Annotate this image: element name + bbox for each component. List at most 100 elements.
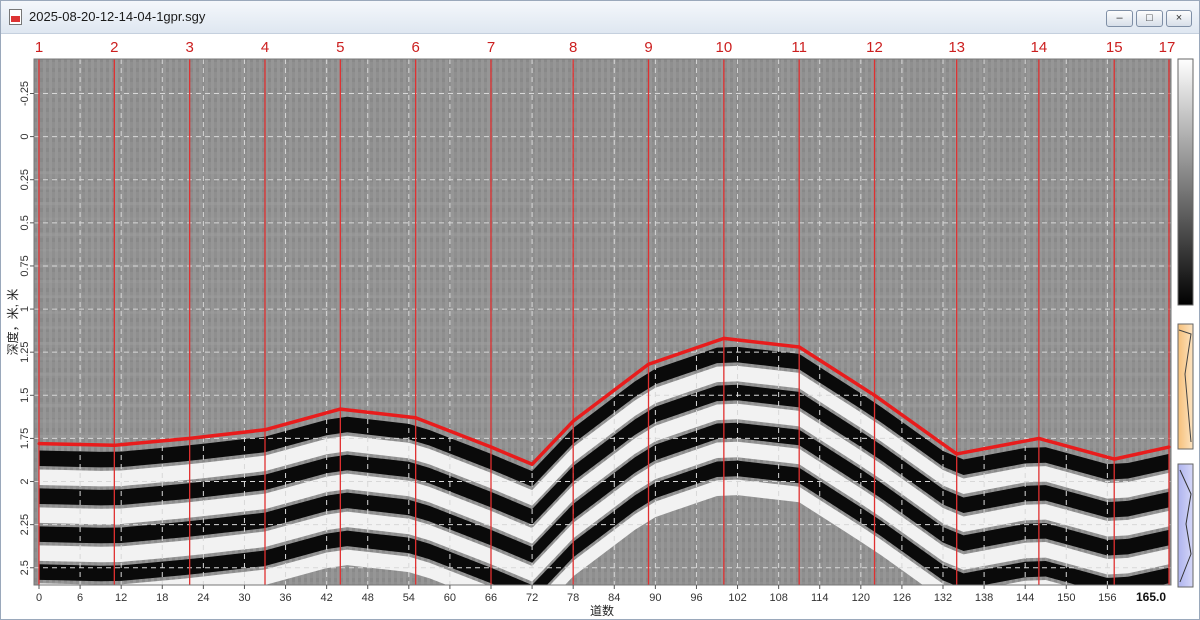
texture-streak: [34, 372, 1171, 376]
x-tick-label: 96: [690, 592, 702, 604]
y-tick-label: 0.25: [19, 169, 31, 190]
reflection-band: [39, 365, 1169, 506]
marker-label: 11: [791, 39, 807, 56]
x-axis-label: 道数: [590, 603, 614, 618]
x-tick-label: 150: [1057, 592, 1075, 604]
texture-streak: [34, 357, 1171, 361]
colorbar-panel[interactable]: [1177, 58, 1194, 588]
marker-label: 6: [411, 39, 419, 56]
marker-label: 10: [716, 39, 733, 56]
maximize-icon: □: [1146, 12, 1153, 24]
marker-label: 17: [1159, 39, 1176, 56]
y-tick-label: 1.25: [19, 341, 31, 362]
radargram-plot[interactable]: 1 2 3 4 5 6 7 8 9 10 11 12 13 14 15 17 -0.2500.250.50.7…: [1, 34, 1199, 620]
title-bar[interactable]: 2025-08-20-12-14-04-1gpr.sgy – □ ×: [1, 1, 1199, 34]
marker-label: 15: [1106, 39, 1123, 56]
reflection-band: [39, 422, 1169, 563]
marker-label: 13: [948, 39, 965, 56]
marker-label: 4: [261, 39, 269, 56]
trace-markers: 1 2 3 4 5 6 7 8 9 10 11 12 13 14 15 17: [35, 39, 1176, 585]
interface-point: [530, 462, 534, 466]
x-end-label: 165.0: [1136, 590, 1166, 604]
interface-point: [112, 443, 116, 447]
interface-point: [37, 442, 41, 446]
interface-point: [1112, 457, 1116, 461]
window-title: 2025-08-20-12-14-04-1gpr.sgy: [29, 9, 206, 24]
marker-label: 9: [644, 39, 652, 56]
grayscale-colorbar[interactable]: [1177, 58, 1194, 306]
x-tick-label: 114: [811, 592, 829, 604]
maximize-button[interactable]: □: [1136, 10, 1163, 27]
x-tick-label: 66: [485, 592, 497, 604]
x-tick-label: 120: [852, 592, 870, 604]
close-button[interactable]: ×: [1166, 10, 1192, 27]
x-tick-label: 72: [526, 592, 538, 604]
x-tick-label: 54: [403, 592, 415, 604]
texture-streak: [34, 403, 1171, 407]
marker-label: 12: [866, 39, 883, 56]
x-tick-label: 108: [769, 592, 787, 604]
gain-colorbar[interactable]: [1177, 463, 1194, 588]
close-icon: ×: [1175, 12, 1183, 24]
reflection-band: [39, 384, 1169, 525]
texture-streak: [34, 202, 1171, 206]
x-tick-label: 126: [893, 592, 911, 604]
x-tick-label: 132: [934, 592, 952, 604]
y-axis-label: 深度，米, 米: [5, 289, 20, 356]
interface-point: [955, 452, 959, 456]
amplitude-colorbar[interactable]: [1177, 323, 1194, 450]
x-tick-label: 102: [728, 592, 746, 604]
texture-streak: [34, 279, 1171, 283]
marker-label: 7: [487, 39, 495, 56]
x-tick-label: 24: [197, 592, 209, 604]
marker-label: 1: [35, 39, 43, 56]
reflection-bands: [39, 346, 1169, 585]
y-tick-label: -0.25: [19, 81, 31, 106]
x-tick-label: 6: [77, 592, 83, 604]
interface-point: [1167, 445, 1171, 449]
x-tick-label: 78: [567, 592, 579, 604]
interface-point: [873, 393, 877, 397]
grid: [34, 59, 1171, 585]
texture-streak: [34, 310, 1171, 314]
interface-series: [37, 336, 1171, 467]
texture-streak: [34, 186, 1171, 190]
interface-point: [414, 416, 418, 420]
x-tick-label: 84: [608, 592, 620, 604]
x-tick-label: 30: [238, 592, 250, 604]
texture-streak: [34, 341, 1171, 345]
reflection-band: [39, 403, 1169, 544]
marker-label: 3: [185, 39, 193, 56]
reflection-band: [39, 479, 1064, 585]
y-tick-label: 1.5: [19, 388, 31, 403]
reflection-band: [39, 460, 1169, 585]
marker-label: 2: [110, 39, 118, 56]
x-axis: 0 6 12 18 24 30 36 42 48 54 60 66 72 78 84 90 96 102 108 11…: [36, 585, 1166, 604]
x-tick-label: 60: [444, 592, 456, 604]
x-tick-label: 0: [36, 592, 42, 604]
y-tick-label: 0: [19, 134, 31, 140]
y-tick-label: 1: [19, 306, 31, 312]
texture-streak: [34, 326, 1171, 330]
x-tick-label: 90: [649, 592, 661, 604]
texture-streak: [34, 248, 1171, 252]
y-tick-label: 0.75: [19, 255, 31, 276]
minimize-button[interactable]: –: [1106, 10, 1133, 27]
y-tick-label: 2: [19, 478, 31, 484]
x-tick-label: 12: [115, 592, 127, 604]
x-tick-label: 42: [321, 592, 333, 604]
marker-label: 5: [336, 39, 344, 56]
y-tick-label: 1.75: [19, 428, 31, 449]
interface-point: [797, 345, 801, 349]
minimize-icon: –: [1116, 12, 1123, 24]
interface-point: [1037, 436, 1041, 440]
interface-point: [647, 362, 651, 366]
y-tick-label: 2.25: [19, 514, 31, 535]
gain-curve: [1179, 469, 1192, 583]
marker-label: 8: [569, 39, 577, 56]
interface-point: [489, 445, 493, 449]
x-tick-label: 156: [1098, 592, 1116, 604]
y-tick-label: 2.5: [19, 560, 31, 575]
interface-point: [338, 407, 342, 411]
